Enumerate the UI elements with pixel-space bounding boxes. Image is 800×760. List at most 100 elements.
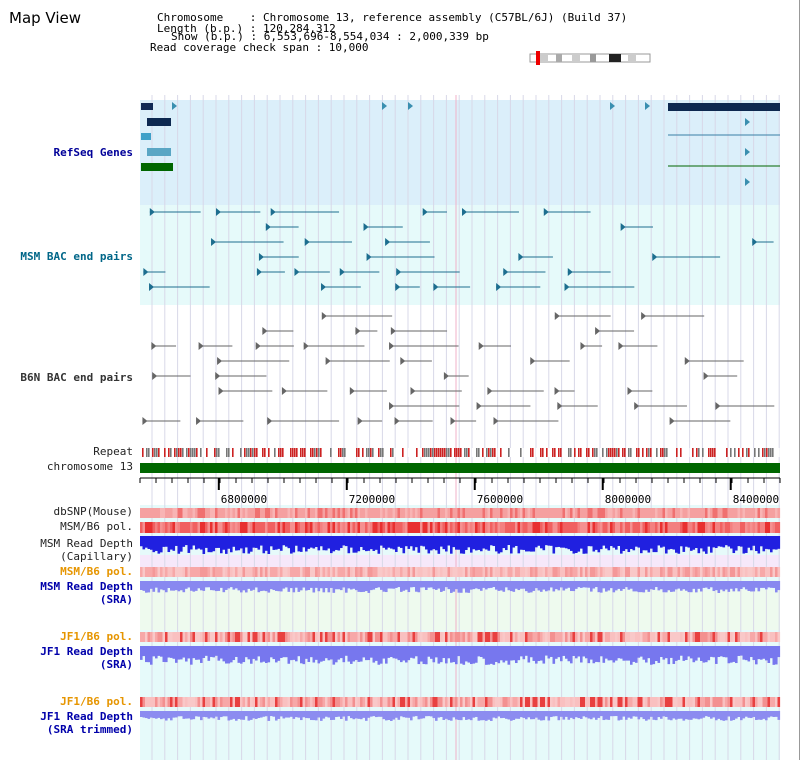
depth-bar bbox=[337, 711, 341, 717]
repeat-segment bbox=[520, 448, 522, 457]
depth-bar bbox=[447, 536, 451, 546]
heat-cell bbox=[210, 508, 213, 518]
heat-cell bbox=[370, 508, 373, 518]
depth-bar bbox=[352, 711, 356, 720]
depth-bar bbox=[307, 581, 311, 591]
depth-bar bbox=[747, 711, 751, 718]
repeat-segment bbox=[362, 448, 364, 457]
repeat-segment bbox=[776, 448, 778, 457]
depth-bar bbox=[677, 646, 681, 660]
heat-cell bbox=[352, 567, 356, 577]
heat-cell bbox=[227, 697, 231, 707]
depth-bar bbox=[777, 711, 781, 720]
heat-cell bbox=[407, 697, 411, 707]
repeat-segment bbox=[718, 448, 720, 457]
depth-bar bbox=[745, 581, 748, 590]
heat-cell bbox=[235, 567, 238, 577]
heat-cell bbox=[365, 632, 368, 642]
heat-cell bbox=[365, 567, 368, 577]
heat-cell bbox=[312, 632, 316, 642]
heat-cell bbox=[410, 522, 413, 533]
repeat-segment bbox=[152, 448, 154, 457]
depth-bar bbox=[760, 581, 763, 588]
heat-cell bbox=[502, 632, 506, 642]
heat-cell bbox=[280, 567, 283, 577]
depth-bar bbox=[465, 711, 468, 720]
heat-cell bbox=[272, 522, 276, 533]
heat-cell bbox=[515, 567, 518, 577]
ideogram-band bbox=[540, 54, 548, 62]
depth-bar bbox=[312, 536, 316, 549]
heat-cell bbox=[695, 632, 698, 642]
heat-cell bbox=[525, 567, 528, 577]
repeat-segment bbox=[302, 448, 304, 457]
heat-cell bbox=[420, 508, 423, 518]
heat-cell bbox=[330, 567, 333, 577]
heat-cell bbox=[517, 567, 521, 577]
heat-cell bbox=[300, 508, 303, 518]
heat-cell bbox=[615, 632, 618, 642]
repeat-segment bbox=[232, 448, 234, 457]
depth-bar bbox=[702, 581, 706, 588]
depth-bar bbox=[427, 536, 431, 554]
heat-cell bbox=[405, 567, 408, 577]
heat-cell bbox=[390, 632, 393, 642]
heat-cell bbox=[340, 567, 343, 577]
depth-bar bbox=[655, 646, 658, 662]
heat-cell bbox=[617, 567, 621, 577]
heat-cell bbox=[452, 632, 456, 642]
heat-cell bbox=[425, 522, 428, 533]
repeat-segment bbox=[308, 448, 310, 457]
heat-cell bbox=[485, 522, 488, 533]
depth-bar bbox=[555, 646, 558, 659]
depth-bar bbox=[695, 711, 698, 719]
heat-cell bbox=[582, 697, 586, 707]
heat-cell bbox=[597, 508, 601, 518]
heat-cell bbox=[477, 697, 481, 707]
heat-cell bbox=[592, 508, 596, 518]
repeat-segment bbox=[180, 448, 182, 457]
depth-bar bbox=[545, 646, 548, 656]
track-label-b6n-bac[interactable]: B6N BAC end pairs bbox=[20, 371, 133, 384]
heat-cell bbox=[762, 632, 766, 642]
depth-bar bbox=[262, 646, 266, 662]
track-label-msm-bac[interactable]: MSM BAC end pairs bbox=[20, 250, 133, 263]
depth-bar bbox=[205, 711, 208, 718]
heat-cell bbox=[652, 632, 656, 642]
depth-bar bbox=[482, 581, 486, 588]
depth-bar bbox=[745, 646, 748, 661]
depth-bar bbox=[630, 536, 633, 550]
heat-cell bbox=[700, 508, 703, 518]
heat-cell bbox=[325, 508, 328, 518]
depth-bar bbox=[455, 536, 458, 550]
depth-bar bbox=[412, 646, 416, 659]
depth-bar bbox=[192, 581, 196, 592]
heat-cell bbox=[605, 567, 608, 577]
heat-cell bbox=[245, 697, 248, 707]
heat-cell bbox=[360, 522, 363, 533]
heat-cell bbox=[482, 567, 486, 577]
heat-cell bbox=[145, 632, 148, 642]
depth-bar bbox=[437, 536, 441, 554]
heat-cell bbox=[730, 632, 733, 642]
heat-cell bbox=[722, 522, 726, 533]
heat-cell bbox=[227, 632, 231, 642]
repeat-segment bbox=[430, 448, 432, 457]
heat-cell bbox=[485, 632, 488, 642]
track-label-refseq[interactable]: RefSeq Genes bbox=[53, 146, 133, 159]
heat-cell bbox=[687, 632, 691, 642]
repeat-segment bbox=[536, 448, 538, 457]
depth-bar bbox=[370, 646, 373, 658]
depth-bar bbox=[595, 646, 598, 662]
repeat-segment bbox=[216, 448, 218, 457]
depth-bar bbox=[765, 646, 768, 661]
depth-bar bbox=[367, 536, 371, 551]
repeat-segment bbox=[372, 448, 374, 457]
depth-bar bbox=[617, 711, 621, 721]
heat-cell bbox=[197, 632, 201, 642]
repeat-segment bbox=[378, 448, 380, 457]
repeat-segment bbox=[206, 448, 208, 457]
repeat-segment bbox=[744, 448, 746, 457]
heat-cell bbox=[460, 697, 463, 707]
